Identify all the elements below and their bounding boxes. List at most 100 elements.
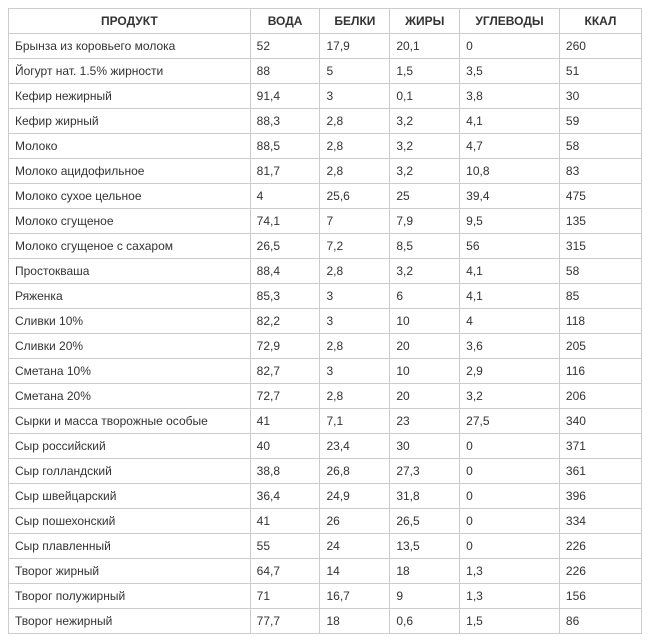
cell-carbs: 4,1 — [460, 284, 560, 309]
cell-carbs: 1,3 — [460, 584, 560, 609]
cell-water: 26,5 — [250, 234, 320, 259]
cell-fat: 3,2 — [390, 134, 460, 159]
cell-kcal: 205 — [559, 334, 641, 359]
cell-water: 41 — [250, 409, 320, 434]
cell-carbs: 3,5 — [460, 59, 560, 84]
cell-product: Простокваша — [9, 259, 251, 284]
col-header-fat: ЖИРЫ — [390, 9, 460, 34]
cell-protein: 14 — [320, 559, 390, 584]
cell-product: Кефир жирный — [9, 109, 251, 134]
cell-water: 41 — [250, 509, 320, 534]
cell-fat: 20 — [390, 334, 460, 359]
cell-water: 81,7 — [250, 159, 320, 184]
cell-carbs: 0 — [460, 484, 560, 509]
cell-fat: 0,1 — [390, 84, 460, 109]
cell-product: Молоко — [9, 134, 251, 159]
cell-product: Сыр швейцарский — [9, 484, 251, 509]
cell-kcal: 51 — [559, 59, 641, 84]
table-row: Творог полужирный7116,791,3156 — [9, 584, 642, 609]
cell-kcal: 156 — [559, 584, 641, 609]
table-row: Молоко88,52,83,24,758 — [9, 134, 642, 159]
cell-protein: 7,1 — [320, 409, 390, 434]
cell-product: Брынза из коровьего молока — [9, 34, 251, 59]
nutrition-table: ПРОДУКТ ВОДА БЕЛКИ ЖИРЫ УГЛЕВОДЫ ККАЛ Бр… — [8, 8, 642, 634]
table-row: Молоко сгущеное с сахаром26,57,28,556315 — [9, 234, 642, 259]
cell-carbs: 2,9 — [460, 359, 560, 384]
cell-carbs: 10,8 — [460, 159, 560, 184]
cell-water: 82,7 — [250, 359, 320, 384]
cell-protein: 3 — [320, 84, 390, 109]
cell-water: 64,7 — [250, 559, 320, 584]
table-row: Молоко сухое цельное425,62539,4475 — [9, 184, 642, 209]
cell-carbs: 3,6 — [460, 334, 560, 359]
cell-product: Йогурт нат. 1.5% жирности — [9, 59, 251, 84]
cell-carbs: 4 — [460, 309, 560, 334]
col-header-protein: БЕЛКИ — [320, 9, 390, 34]
cell-protein: 2,8 — [320, 159, 390, 184]
cell-protein: 23,4 — [320, 434, 390, 459]
table-row: Сырки и масса творожные особые417,12327,… — [9, 409, 642, 434]
cell-kcal: 59 — [559, 109, 641, 134]
cell-kcal: 260 — [559, 34, 641, 59]
cell-fat: 3,2 — [390, 109, 460, 134]
cell-water: 72,7 — [250, 384, 320, 409]
cell-product: Сливки 10% — [9, 309, 251, 334]
cell-protein: 24,9 — [320, 484, 390, 509]
cell-carbs: 1,3 — [460, 559, 560, 584]
cell-protein: 26,8 — [320, 459, 390, 484]
cell-water: 77,7 — [250, 609, 320, 634]
cell-water: 40 — [250, 434, 320, 459]
cell-carbs: 0 — [460, 459, 560, 484]
cell-protein: 7,2 — [320, 234, 390, 259]
cell-water: 74,1 — [250, 209, 320, 234]
cell-carbs: 0 — [460, 434, 560, 459]
cell-fat: 6 — [390, 284, 460, 309]
table-row: Молоко сгущеное74,177,99,5135 — [9, 209, 642, 234]
cell-kcal: 340 — [559, 409, 641, 434]
cell-water: 88,4 — [250, 259, 320, 284]
cell-kcal: 83 — [559, 159, 641, 184]
col-header-kcal: ККАЛ — [559, 9, 641, 34]
cell-fat: 1,5 — [390, 59, 460, 84]
table-header: ПРОДУКТ ВОДА БЕЛКИ ЖИРЫ УГЛЕВОДЫ ККАЛ — [9, 9, 642, 34]
cell-kcal: 371 — [559, 434, 641, 459]
cell-product: Творог полужирный — [9, 584, 251, 609]
cell-product: Сырки и масса творожные особые — [9, 409, 251, 434]
cell-carbs: 3,2 — [460, 384, 560, 409]
cell-protein: 18 — [320, 609, 390, 634]
cell-carbs: 0 — [460, 534, 560, 559]
cell-fat: 10 — [390, 359, 460, 384]
cell-fat: 3,2 — [390, 159, 460, 184]
cell-product: Молоко ацидофильное — [9, 159, 251, 184]
cell-product: Сливки 20% — [9, 334, 251, 359]
table-row: Сыр российский4023,4300371 — [9, 434, 642, 459]
table-row: Сыр голландский38,826,827,30361 — [9, 459, 642, 484]
cell-fat: 3,2 — [390, 259, 460, 284]
cell-product: Сыр российский — [9, 434, 251, 459]
cell-kcal: 396 — [559, 484, 641, 509]
cell-water: 38,8 — [250, 459, 320, 484]
cell-water: 91,4 — [250, 84, 320, 109]
cell-kcal: 58 — [559, 259, 641, 284]
cell-fat: 31,8 — [390, 484, 460, 509]
cell-kcal: 226 — [559, 559, 641, 584]
table-row: Творог жирный64,714181,3226 — [9, 559, 642, 584]
cell-protein: 3 — [320, 359, 390, 384]
table-body: Брынза из коровьего молока5217,920,10260… — [9, 34, 642, 634]
cell-product: Творог жирный — [9, 559, 251, 584]
cell-product: Молоко сгущеное с сахаром — [9, 234, 251, 259]
cell-fat: 0,6 — [390, 609, 460, 634]
cell-fat: 13,5 — [390, 534, 460, 559]
cell-fat: 26,5 — [390, 509, 460, 534]
cell-water: 4 — [250, 184, 320, 209]
cell-carbs: 4,1 — [460, 109, 560, 134]
cell-carbs: 9,5 — [460, 209, 560, 234]
cell-kcal: 135 — [559, 209, 641, 234]
cell-protein: 17,9 — [320, 34, 390, 59]
cell-kcal: 361 — [559, 459, 641, 484]
table-header-row: ПРОДУКТ ВОДА БЕЛКИ ЖИРЫ УГЛЕВОДЫ ККАЛ — [9, 9, 642, 34]
table-row: Сыр пошехонский412626,50334 — [9, 509, 642, 534]
table-row: Простокваша88,42,83,24,158 — [9, 259, 642, 284]
cell-carbs: 56 — [460, 234, 560, 259]
table-row: Сыр плавленный552413,50226 — [9, 534, 642, 559]
